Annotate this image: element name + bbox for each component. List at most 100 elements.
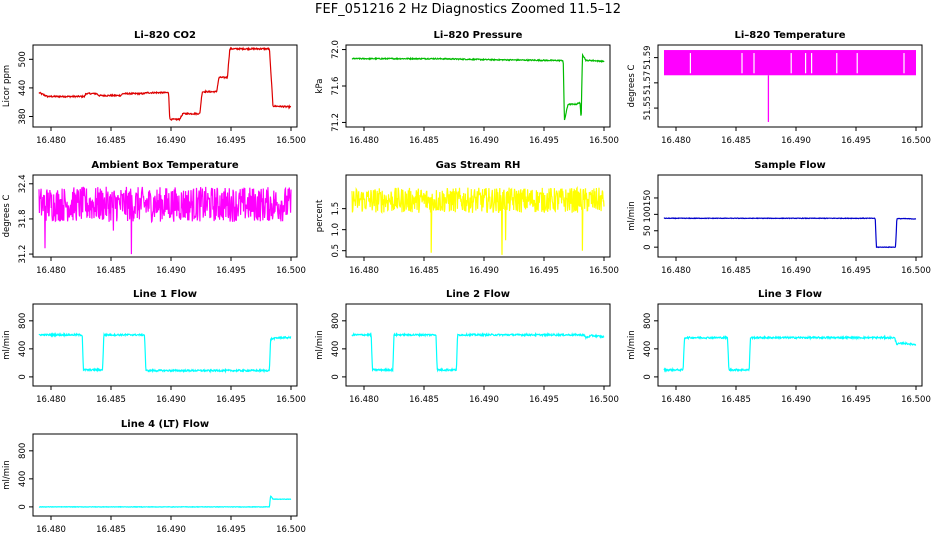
plot-frame [657,174,923,258]
x-tick-label: 16.500 [589,395,619,405]
y-axis-label: kPa [315,79,325,94]
plot-data [663,334,917,373]
y-axis-label: degrees C [2,195,12,238]
x-tick-label: 16.495 [841,395,871,405]
plot-title: Li–820 Temperature [734,30,845,41]
y-tick-label: 800 [331,313,341,329]
y-axis-label: ml/min [2,330,12,360]
chart-panel-4: Ambient Box Temperature 16.480 16.485 16.49… [2,160,306,276]
x-tick-label: 16.480 [349,136,379,146]
x-tick-label: 16.500 [276,525,306,535]
y-tick-label: 800 [18,443,28,459]
data-series [351,185,605,255]
x-tick-label: 16.500 [276,136,306,146]
y-axis-label: degrees C [627,65,637,108]
y-axis-label: Licor ppm [2,65,12,107]
x-tick-label: 16.485 [96,525,126,535]
chart-panel-10: Line 4 (LT) Flow 16.480 16.485 16.490 16.495… [2,419,306,535]
y-tick-label: 71.6 [331,77,341,96]
plot-title: Ambient Box Temperature [91,160,238,171]
plot-data [38,46,292,122]
y-tick-label: 32.4 [18,174,28,193]
x-tick-label: 16.480 [36,136,66,146]
y-tick-label: 0 [643,244,653,249]
x-tick-label: 16.485 [409,395,439,405]
x-tick-label: 16.480 [661,266,691,276]
x-tick-label: 16.490 [156,266,186,276]
chart-panel-7: Line 1 Flow 16.480 16.485 16.490 16.495 16.50… [2,289,306,405]
y-tick-label: 800 [643,313,653,329]
chart-panel-6: Sample Flow 16.480 16.485 16.490 16.495 16.50… [627,160,931,276]
data-series [38,46,292,122]
x-tick-label: 16.485 [96,266,126,276]
y-tick-label: 440 [18,80,28,96]
y-tick-label: 380 [18,108,28,124]
y-tick-label: 31.8 [18,209,28,228]
y-tick-label: 31.2 [18,245,28,264]
plot-frame [32,303,298,387]
plot-data [351,331,605,373]
y-tick-label: 1.5 [331,202,341,216]
plot-title: Gas Stream RH [436,160,521,171]
y-tick-label: 51.57 [643,71,653,95]
x-tick-label: 16.495 [841,136,871,146]
plot-frame [345,303,611,387]
plot-data [38,495,292,508]
y-tick-label: 0.5 [331,244,341,258]
plot-title: Line 3 Flow [758,289,822,300]
plot-data [38,186,292,255]
x-tick-label: 16.485 [409,136,439,146]
chart-panel-1: Li–820 CO2 16.480 16.485 16.490 16.495 16.500… [2,30,306,146]
x-tick-label: 16.500 [276,266,306,276]
x-tick-label: 16.480 [349,266,379,276]
plot-frame [345,44,611,128]
y-tick-label: 51.55 [643,96,653,120]
y-tick-label: 150 [643,190,653,206]
plot-title: Line 4 (LT) Flow [121,419,209,430]
x-tick-label: 16.495 [216,266,246,276]
chart-panel-8: Line 2 Flow 16.480 16.485 16.490 16.495 16.50… [315,289,619,405]
y-axis-label: ml/min [627,330,637,360]
plot-frame [345,174,611,258]
plot-title: Li–820 CO2 [134,30,196,41]
x-tick-label: 16.495 [529,395,559,405]
x-tick-label: 16.480 [661,136,691,146]
y-tick-label: 400 [643,341,653,357]
x-tick-label: 16.485 [96,136,126,146]
chart-panel-2: Li–820 Pressure 16.480 16.485 16.490 16.495 1… [315,30,619,146]
data-series [38,332,292,374]
plot-data [351,52,605,121]
y-tick-label: 800 [18,313,28,329]
y-tick-label: 500 [18,51,28,67]
x-tick-label: 16.490 [781,395,811,405]
plot-title: Line 2 Flow [446,289,510,300]
plot-frame [32,44,298,128]
y-tick-label: 1.0 [331,223,341,237]
y-tick-label: 400 [331,341,341,357]
x-tick-label: 16.500 [901,395,931,405]
y-axis-label: percent [315,199,325,232]
y-tick-label: 0 [18,374,28,379]
x-tick-label: 16.490 [156,395,186,405]
x-tick-label: 16.490 [156,525,186,535]
chart-panel-9: Line 3 Flow 16.480 16.485 16.490 16.495 16.50… [627,289,931,405]
x-tick-label: 16.480 [349,395,379,405]
plot-data [663,217,917,249]
data-series [38,186,292,255]
data-series [663,217,917,249]
x-tick-label: 16.480 [36,395,66,405]
data-band [664,50,916,76]
x-tick-label: 16.490 [469,266,499,276]
x-tick-label: 16.500 [589,136,619,146]
x-tick-label: 16.500 [276,395,306,405]
data-series [663,334,917,373]
y-axis-label: ml/min [627,201,637,231]
data-series [351,331,605,373]
x-tick-label: 16.495 [216,136,246,146]
x-tick-label: 16.485 [96,395,126,405]
plot-frame [32,433,298,517]
y-tick-label: 72.0 [331,40,341,59]
y-tick-label: 50 [643,225,653,236]
x-tick-label: 16.480 [36,525,66,535]
